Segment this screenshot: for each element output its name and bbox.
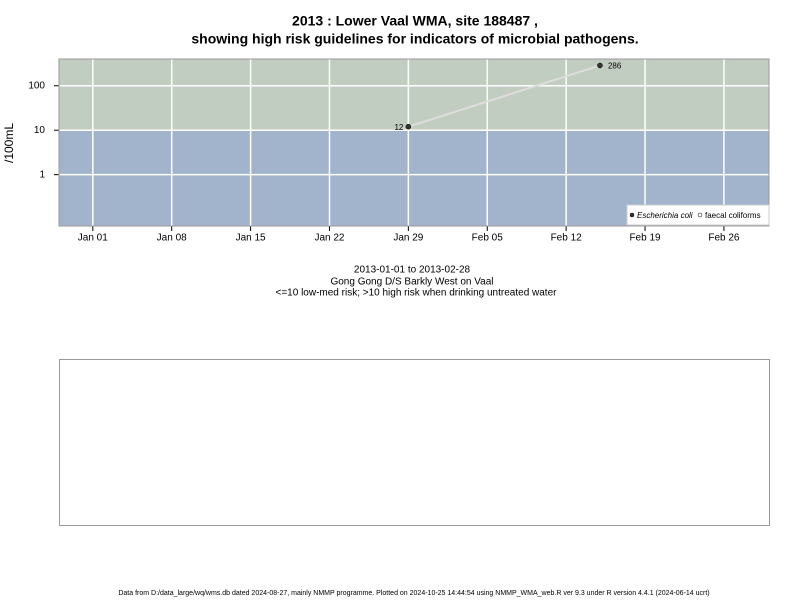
high-risk-band — [59, 59, 769, 131]
point — [597, 62, 603, 69]
x-tick-label: Jan 01 — [78, 233, 108, 244]
x-tick-label: Feb 12 — [551, 233, 583, 244]
x-tick-label: Jan 15 — [236, 233, 266, 244]
subtitle: 2013-01-01 to 2013-02-28 — [354, 265, 471, 276]
legend-marker — [697, 212, 703, 218]
y-axis-label: /100mL — [2, 123, 16, 163]
chart-title: showing high risk guidelines for indicat… — [191, 31, 638, 47]
legend-label: Escherichia coli — [637, 211, 693, 220]
x-tick-label: Jan 08 — [157, 233, 187, 244]
point — [405, 123, 412, 130]
plot-frame — [58, 58, 770, 227]
chart-title: 2013 : Lower Vaal WMA, site 188487 , — [292, 13, 538, 29]
series-line — [408, 64, 601, 128]
y-tick-label: 1 — [39, 169, 45, 180]
value-label: 286 — [608, 62, 622, 71]
x-tick-label: Feb 05 — [472, 233, 504, 244]
footer: Data from D:/data_large/wq/wms.db dated … — [118, 590, 709, 597]
subtitle: <=10 low-med risk; >10 high risk when dr… — [276, 288, 558, 299]
x-tick-label: Jan 22 — [314, 233, 344, 244]
legend-label: faecal coliforms — [705, 211, 761, 220]
x-tick-label: Feb 26 — [708, 233, 740, 244]
y-tick-label: 10 — [34, 125, 46, 136]
x-tick-label: Jan 29 — [393, 233, 423, 244]
y-tick-label: 100 — [28, 80, 45, 91]
legend-marker — [629, 212, 635, 218]
x-tick-label: Feb 19 — [629, 233, 661, 244]
value-label: 12 — [394, 123, 403, 132]
subtitle: Gong Gong D/S Barkly West on Vaal — [330, 277, 493, 288]
empty-panel — [59, 359, 770, 526]
